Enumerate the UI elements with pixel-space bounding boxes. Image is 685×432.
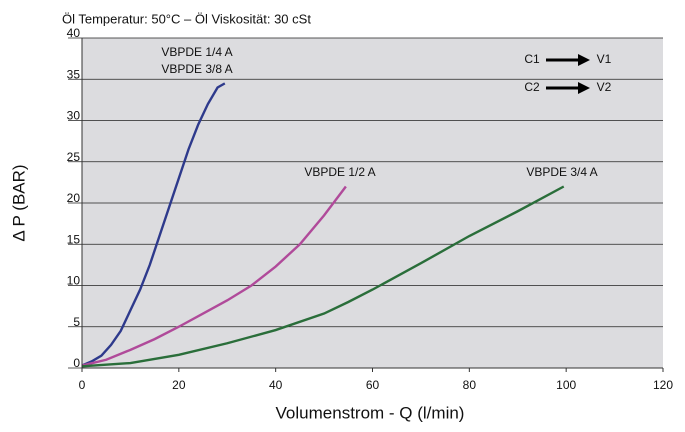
chart-title: Öl Temperatur: 50°C – Öl Viskosität: 30 … (62, 11, 311, 26)
x-tick-label: 100 (556, 378, 576, 392)
y-tick-label: 35 (67, 67, 81, 81)
annotation: VBPDE 1/2 A (304, 165, 375, 179)
y-tick-label: 15 (67, 232, 81, 246)
arrow-head (578, 54, 590, 66)
annotation: V1 (597, 52, 612, 66)
annotation: V2 (597, 80, 612, 94)
x-tick-label: 80 (463, 378, 477, 392)
y-tick-label: 0 (73, 356, 80, 370)
y-tick-label: 20 (67, 191, 81, 205)
x-tick-label: 60 (366, 378, 380, 392)
series-line (81, 185, 565, 368)
annotation: VBPDE 3/4 A (526, 165, 597, 179)
x-axis-label: Volumenstrom - Q (l/min) (276, 403, 465, 422)
x-tick-label: 20 (172, 378, 186, 392)
y-tick-label: 10 (67, 274, 81, 288)
annotation: VBPDE 3/8 A (161, 62, 232, 76)
y-tick-label: 25 (67, 150, 81, 164)
marks (81, 82, 565, 368)
arrow-head (578, 82, 590, 94)
y-tick-label: 30 (67, 109, 81, 123)
x-tick-label: 40 (269, 378, 283, 392)
y-tick-label: 5 (73, 315, 80, 329)
annotation: C2 (524, 80, 540, 94)
annotation: C1 (524, 52, 540, 66)
series-line (81, 185, 347, 367)
y-tick-label: 40 (67, 26, 81, 40)
y-axis-label: Δ P (BAR) (9, 164, 28, 241)
x-tick-label: 0 (79, 378, 86, 392)
annotation: VBPDE 1/4 A (161, 45, 232, 59)
x-tick-label: 120 (653, 378, 673, 392)
arrows (546, 54, 590, 94)
series-line (81, 82, 226, 367)
